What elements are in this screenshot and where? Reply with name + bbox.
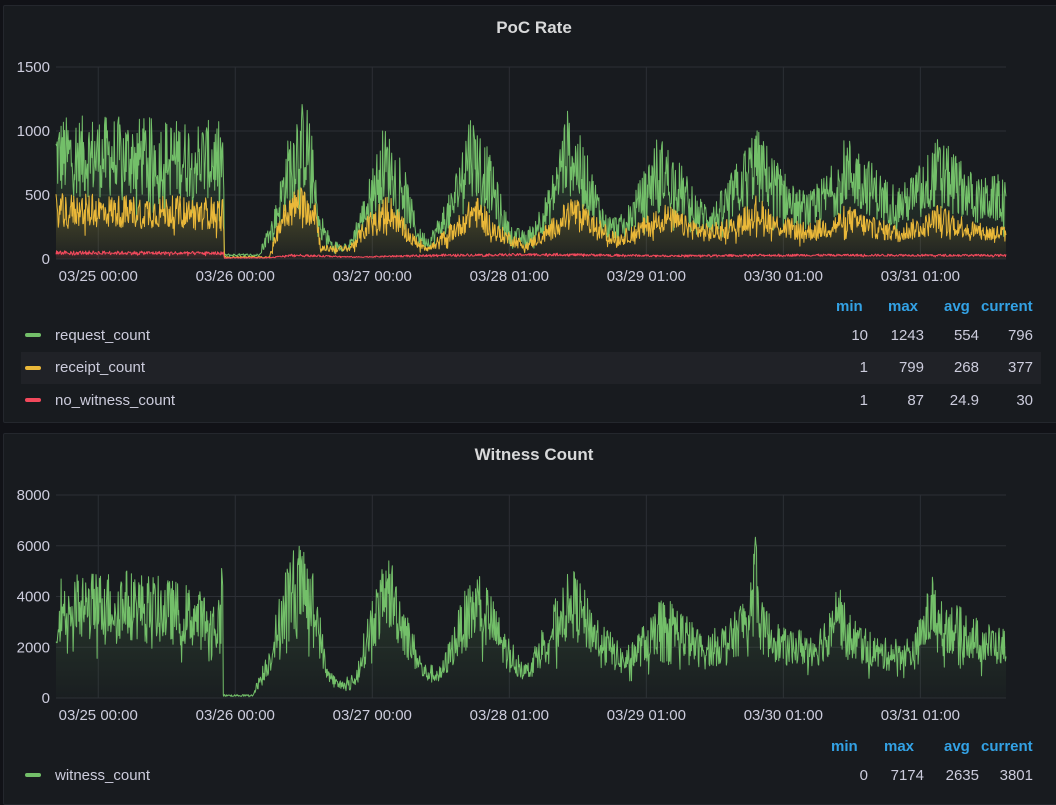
x-tick-label: 03/25 00:00 [59, 268, 138, 285]
x-tick-label: 03/27 00:00 [333, 707, 412, 724]
x-tick-label: 03/28 01:00 [470, 707, 549, 724]
y-tick-label: 4000 [17, 589, 50, 606]
legend-label[interactable]: no_witness_count [55, 391, 176, 409]
x-tick-label: 03/25 00:00 [59, 707, 138, 724]
y-tick-label: 1500 [17, 59, 50, 76]
panel-title[interactable]: Witness Count [474, 445, 594, 464]
y-tick-label: 8000 [17, 487, 50, 504]
no_witness_count-line [55, 250, 1007, 259]
legend-value-max: 799 [898, 359, 924, 376]
witness_count-line [55, 536, 1007, 698]
legend-header-max[interactable]: max [888, 298, 919, 315]
legend-label[interactable]: receipt_count [55, 359, 146, 376]
legend-value-avg: 2635 [945, 766, 979, 784]
legend-item-no_witness_count[interactable]: no_witness_count 1 87 24.9 30 [21, 384, 1041, 416]
legend-header-min[interactable]: min [836, 298, 863, 315]
y-tick-label: 1000 [17, 123, 50, 140]
legend-item-receipt_count[interactable]: receipt_count 1 799 268 377 [21, 351, 1041, 384]
panel-title[interactable]: PoC Rate [496, 18, 572, 37]
y-tick-label: 6000 [17, 538, 50, 555]
legend-header-max[interactable]: max [884, 738, 915, 755]
legend-label[interactable]: witness_count [55, 766, 151, 784]
x-tick-label: 03/27 00:00 [333, 268, 412, 285]
x-tick-label: 03/28 01:00 [470, 268, 549, 285]
legend-value-avg: 268 [953, 359, 979, 376]
legend-value-min: 0 [859, 766, 868, 784]
legend-value-avg: 554 [953, 326, 979, 344]
x-tick-label: 03/26 00:00 [196, 268, 275, 285]
x-tick-label: 03/31 01:00 [881, 707, 960, 724]
series-color-swatch-icon[interactable] [25, 773, 41, 777]
legend-value-max: 7174 [890, 766, 924, 784]
y-tick-label: 2000 [17, 639, 50, 656]
poc-rate-panel: PoC Rate 0 500 1000 1500 03/25 00:00 03/26 00… [3, 5, 1056, 423]
legend-item-witness_count[interactable]: witness_count 0 7174 2635 3801 [21, 759, 1041, 791]
legend-value-min: 1 [859, 391, 868, 409]
witness-count-chart: 0 2000 4000 6000 8000 03/25 00:00 03/26 00:00 0… [17, 487, 1007, 724]
legend-item-request_count[interactable]: request_count 10 1243 554 796 [21, 319, 1041, 351]
legend-value-min: 10 [851, 326, 868, 344]
legend-value-avg: 24.9 [949, 391, 979, 409]
legend-value-current: 796 [1007, 326, 1033, 344]
legend-header-current[interactable]: current [981, 298, 1033, 315]
legend-value-max: 1243 [890, 326, 924, 344]
legend-header-min[interactable]: min [831, 738, 858, 755]
series-color-swatch-icon[interactable] [25, 333, 41, 337]
legend-header-avg[interactable]: avg [944, 738, 970, 755]
x-tick-label: 03/26 00:00 [196, 707, 275, 724]
series-color-swatch-icon[interactable] [25, 398, 41, 402]
receipt_count-line [55, 187, 1007, 259]
x-tick-label: 03/30 01:00 [744, 707, 823, 724]
poc-rate-chart: 0 500 1000 1500 03/25 00:00 03/26 00:00 03/27 … [17, 59, 1007, 285]
legend-value-current: 30 [1016, 391, 1033, 409]
legend-value-max: 87 [907, 391, 924, 409]
legend-label[interactable]: request_count [55, 326, 151, 344]
legend-value-current: 3801 [999, 766, 1033, 784]
y-tick-label: 0 [42, 690, 50, 707]
y-tick-label: 0 [42, 251, 50, 268]
series-color-swatch-icon[interactable] [25, 365, 41, 370]
legend-header-current[interactable]: current [981, 738, 1033, 755]
x-tick-label: 03/29 01:00 [607, 268, 686, 285]
witness-count-panel: Witness Count 0 2000 4000 6000 8000 03/25 00:… [3, 433, 1056, 805]
x-tick-label: 03/30 01:00 [744, 268, 823, 285]
receipt_count-area [56, 187, 1006, 259]
x-tick-label: 03/29 01:00 [607, 707, 686, 724]
y-tick-label: 500 [25, 187, 50, 204]
x-tick-label: 03/31 01:00 [881, 268, 960, 285]
legend-value-current: 377 [1007, 359, 1033, 376]
legend-value-min: 1 [859, 359, 868, 376]
legend-header-avg[interactable]: avg [944, 298, 970, 315]
